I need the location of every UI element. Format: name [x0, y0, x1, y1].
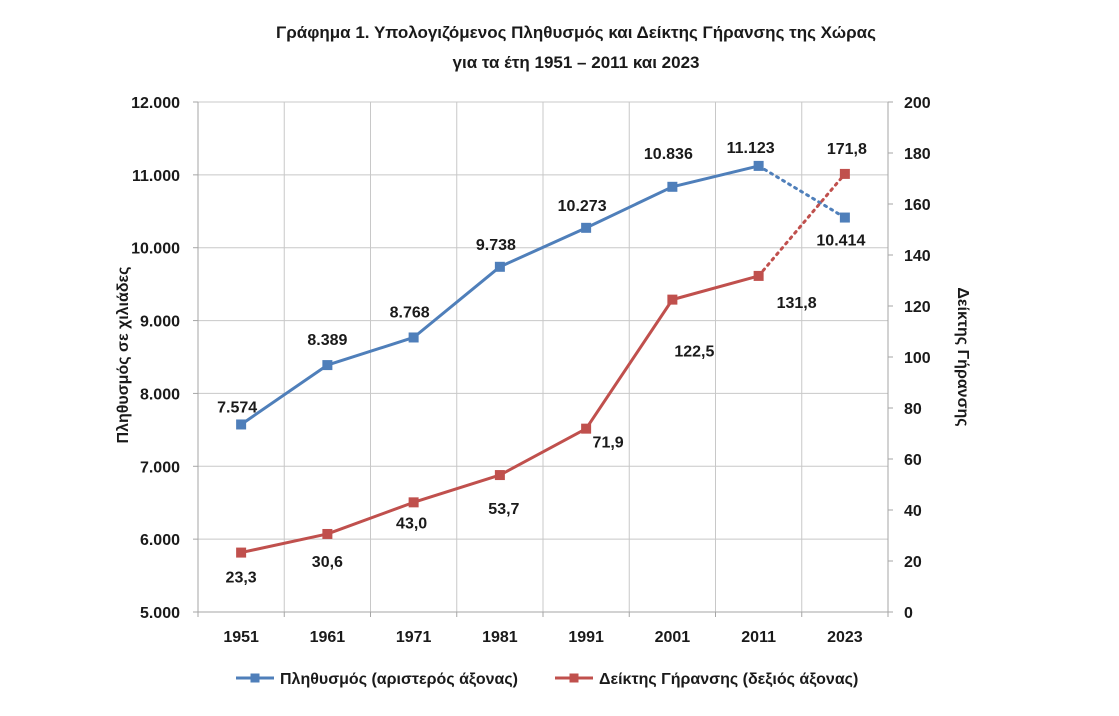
data-point — [322, 528, 333, 539]
data-point — [581, 423, 592, 434]
data-point — [667, 181, 678, 192]
left-tick-label: 11.000 — [132, 168, 180, 185]
plot-area: 5.000 6.000 7.000 8.000 9.000 10.000 11.000 12.… — [115, 95, 971, 646]
left-axis-title: Πληθυσμός σε χιλιάδες — [115, 267, 132, 444]
right-tick-label: 180 — [904, 146, 931, 163]
data-point — [839, 168, 850, 179]
data-point — [839, 212, 850, 223]
data-point — [236, 419, 247, 430]
left-tick-label: 8.000 — [140, 386, 180, 403]
right-tick-label: 60 — [904, 452, 922, 469]
left-tick-label: 9.000 — [140, 314, 180, 331]
legend-marker-swatch — [250, 673, 260, 683]
left-tick-label: 10.000 — [131, 241, 180, 258]
data-label: 10.414 — [816, 233, 865, 250]
right-tick-label: 160 — [904, 197, 931, 214]
x-tick-label: 2023 — [827, 629, 863, 646]
data-label: 71,9 — [593, 435, 624, 452]
right-tick-label: 100 — [904, 350, 931, 367]
data-label: 11.123 — [727, 140, 775, 157]
data-label: 10.836 — [644, 146, 693, 163]
legend-marker-swatch — [569, 673, 579, 683]
data-label: 8.768 — [390, 304, 430, 321]
data-label: 171,8 — [827, 141, 867, 158]
data-point — [236, 547, 247, 558]
right-tick-label: 80 — [904, 401, 922, 418]
data-point — [494, 470, 505, 481]
data-label: 122,5 — [674, 344, 714, 361]
data-point — [753, 270, 764, 281]
legend: Πληθυσμός (αριστερός άξονας) Δείκτης Γήρα… — [236, 671, 858, 688]
data-point — [753, 160, 764, 171]
data-label: 8.389 — [307, 332, 347, 349]
legend-label: Πληθυσμός (αριστερός άξονας) — [280, 671, 518, 688]
left-tick-label: 5.000 — [140, 605, 180, 622]
right-tick-label: 0 — [904, 605, 913, 622]
data-label: 131,8 — [777, 295, 817, 312]
x-tick-label: 1991 — [568, 629, 604, 646]
data-label: 10.273 — [558, 198, 607, 215]
x-tick-label: 1951 — [223, 629, 259, 646]
data-label: 53,7 — [488, 501, 519, 518]
right-tick-label: 120 — [904, 299, 931, 316]
data-point — [408, 332, 419, 343]
left-tick-label: 7.000 — [140, 459, 180, 476]
x-tick-label: 1971 — [396, 629, 432, 646]
right-tick-label: 20 — [904, 554, 922, 571]
series-line-projection — [757, 172, 847, 278]
data-label: 30,6 — [312, 554, 343, 571]
data-label: 43,0 — [396, 515, 427, 532]
x-tick-label: 2001 — [655, 629, 691, 646]
series-line-projection — [757, 164, 847, 220]
data-label: 7.574 — [217, 399, 257, 416]
data-point — [667, 294, 678, 305]
data-point — [494, 261, 505, 272]
chart-title-line-2: για τα έτη 1951 – 2011 και 2023 — [453, 53, 700, 72]
right-axis-title: Δείκτης Γήρανσης — [954, 287, 971, 426]
legend-label: Δείκτης Γήρανσης (δεξιός άξονας) — [599, 671, 858, 688]
data-label: 9.738 — [476, 237, 516, 254]
chart-title-line-1: Γράφημα 1. Υπολογιζόμενος Πληθυσμός και … — [276, 23, 876, 42]
right-tick-label: 140 — [904, 248, 931, 265]
x-tick-label: 1981 — [482, 629, 518, 646]
data-point — [322, 360, 333, 371]
left-tick-label: 12.000 — [131, 95, 180, 112]
data-label: 23,3 — [226, 570, 257, 587]
left-tick-label: 6.000 — [140, 532, 180, 549]
data-point — [581, 222, 592, 233]
right-tick-label: 200 — [904, 95, 931, 112]
x-tick-label: 2011 — [741, 629, 776, 646]
data-point — [408, 497, 419, 508]
x-tick-label: 1961 — [310, 629, 346, 646]
right-tick-label: 40 — [904, 503, 922, 520]
